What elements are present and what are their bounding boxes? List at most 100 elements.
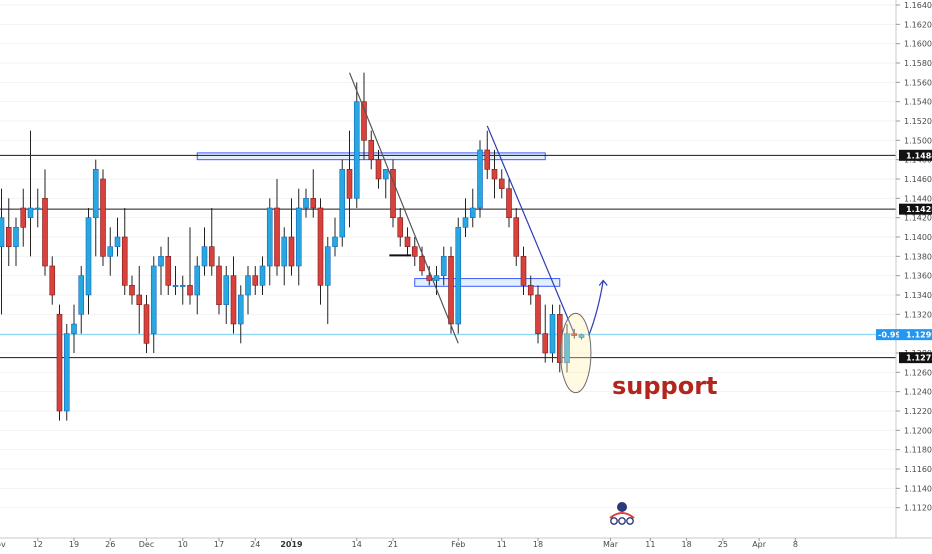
trendline [348,72,459,344]
x-tick-label: 8 [793,540,798,549]
y-tick-label: 1.12600 [904,368,932,377]
candle-body [208,246,215,267]
candle-body [346,169,353,199]
candle-body [397,217,404,238]
price-tag [899,203,932,215]
y-tick-label: 1.15400 [904,98,932,107]
candle-body [100,178,106,257]
x-tick-label: 24 [250,540,260,549]
y-tick-label: 1.15600 [904,78,932,87]
candle-body [455,227,462,325]
price-tag [899,149,932,161]
price-axis[interactable]: 1.16400 1.16200 1.16000 1.15800 1.15600 1.154… [896,1,932,513]
candle-body [448,256,454,325]
candles [0,72,585,421]
candle-body [0,217,5,247]
y-tick-label: 1.15800 [904,59,932,68]
logo-mark [617,502,627,512]
x-tick-label: 21 [388,540,398,549]
candle-body [578,334,585,338]
price-tag-label: 1.12752 [906,354,932,363]
candle-body [353,101,360,199]
candle-body [107,246,114,257]
candle-body [129,285,135,296]
candle-body [295,207,302,267]
candle-body [404,236,411,247]
candle-body [223,275,230,305]
y-tick-label: 1.15200 [904,117,932,126]
x-tick-label: Mar [603,540,619,549]
candle-body [34,207,41,210]
y-tick-label: 1.14200 [904,214,932,223]
candle-body [549,314,556,354]
zone-box [414,278,561,287]
candle-body [27,207,34,218]
candle-body [266,207,273,267]
candle-body [564,333,570,363]
y-tick-label: 1.12000 [904,426,932,435]
projection-arrow-line [588,280,604,336]
candle-body [361,101,367,141]
y-tick-label: 1.16400 [904,1,932,10]
x-tick-label: Apr [752,540,767,549]
y-tick-label: 1.12200 [904,407,932,416]
candle-body [274,207,280,267]
candle-body [469,207,476,218]
candle-body [121,236,128,286]
y-tick-label: 1.15000 [904,136,932,145]
watermark [609,502,635,525]
candle-body [42,198,48,267]
x-tick-label: 11 [645,540,655,549]
x-tick-label: Dec [139,540,154,549]
y-tick-label: 1.14400 [904,194,932,203]
annotations: support [612,372,718,400]
candle-body [230,275,237,325]
logo-ring [626,517,634,525]
candle-body [382,169,389,180]
candle-body [49,265,56,296]
support-label: support [612,372,718,400]
x-tick-label: 26 [105,540,115,549]
candle-body [143,304,150,344]
candle-body [281,236,288,267]
candle-body [433,275,440,281]
candle-body [179,285,186,287]
horizontal-levels [0,154,896,359]
highlight-ellipse [559,312,592,394]
candle-body [462,217,469,228]
candle-body [56,314,63,412]
candle-body [303,198,309,209]
candle-body [368,140,375,160]
projection-arrowhead [598,279,608,286]
candle-body [390,169,396,218]
candle-body [411,246,418,257]
candle-body [339,169,346,238]
logo-ring [610,517,618,525]
time-axis[interactable]: Nov 12 19 26 Dec 10 17 24 2019 14 21 Feb 11 18 Mar 11 18… [0,538,798,549]
candle-body [520,256,527,286]
trendline [486,125,575,334]
current-price-tag-label: 1.12990 [906,331,932,340]
candle-body [78,275,85,315]
candle-body [187,285,193,296]
price-tag-label: 1.14845 [906,151,932,160]
y-tick-label: 1.14600 [904,175,932,184]
candle-body [92,169,99,218]
candle-body [5,227,12,247]
candle-body [150,265,157,334]
logo-arc [609,512,635,519]
change-tag-label: -0.99% [878,331,909,340]
candle-body [13,227,19,247]
x-tick-label: 17 [214,540,224,549]
x-tick-label: 10 [178,540,188,549]
candle-body [556,314,563,363]
candle-body [310,198,317,209]
price-tags: 1.14845 1.14288 1.12752 -0.99%1.12990 [876,149,932,364]
candle-body [513,217,520,257]
candle-body [71,323,77,334]
candle-body [498,178,505,189]
x-tick-label: Nov [0,540,6,549]
candle-body [375,159,382,180]
